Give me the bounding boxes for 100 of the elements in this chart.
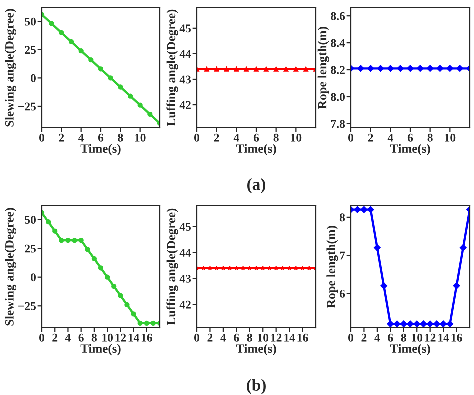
x-tick-label: 6 [254, 134, 260, 142]
point [387, 320, 394, 328]
point [98, 266, 104, 271]
y-axis-title: Luffing angle(Degree) [166, 208, 178, 326]
x-tick-label: 6 [234, 334, 240, 342]
x-tick-label: 4 [374, 334, 380, 342]
x-tick-label: 10 [445, 134, 456, 142]
y-tick-label: 25 [25, 244, 36, 253]
point [360, 206, 368, 214]
x-tick-label: 12 [116, 334, 126, 342]
x-tick-label: 8 [92, 334, 98, 342]
y-tick-label: 45 [180, 24, 192, 33]
point [380, 282, 388, 290]
x-tick-label: 2 [214, 134, 220, 142]
point [144, 320, 150, 326]
x-axis-title: Time(s) [390, 144, 430, 156]
point [85, 247, 90, 252]
point [138, 320, 143, 326]
x-tick-label: 6 [98, 134, 104, 142]
y-tick-label: 0 [30, 74, 36, 82]
point [400, 320, 408, 328]
point [78, 48, 84, 54]
point [138, 102, 143, 108]
x-tick-label: 12 [271, 334, 282, 342]
y-axis-title: Slewing angle(Degree) [5, 9, 17, 127]
x-tick-label: 14 [438, 334, 450, 342]
point [433, 320, 440, 328]
x-tick-label: 0 [40, 334, 44, 342]
x-tick-label: 0 [348, 134, 354, 142]
y-tick-label: −25 [18, 302, 36, 310]
x-tick-label: 8 [118, 134, 124, 142]
x-tick-label: 0 [194, 334, 200, 342]
x-tick-label: 0 [348, 334, 354, 342]
y-axis-title: Luffing angle(Degree) [166, 10, 178, 127]
x-tick-label: 4 [234, 134, 240, 142]
x-tick-label: 2 [208, 334, 213, 342]
x-tick-label: 6 [408, 134, 414, 142]
point [52, 228, 58, 234]
point [98, 66, 104, 72]
y-tick-label: 50 [25, 216, 36, 224]
y-tick-label: 8.0 [331, 93, 345, 102]
point [367, 206, 374, 214]
point [46, 220, 52, 225]
x-axis-title: Time(s) [80, 144, 121, 156]
x-axis-title: Time(s) [80, 344, 121, 356]
x-tick-label: 8 [428, 134, 433, 142]
point [59, 30, 64, 36]
point [68, 39, 74, 45]
y-tick-label: 42 [180, 101, 191, 110]
point [118, 84, 124, 90]
x-tick-label: 0 [40, 134, 44, 142]
x-tick-label: 2 [52, 334, 58, 342]
point [440, 320, 448, 328]
point [131, 312, 136, 317]
point [453, 282, 460, 290]
x-tick-label: 4 [78, 134, 84, 142]
point [420, 320, 428, 328]
point [150, 320, 156, 326]
y-tick-label: 8.6 [331, 12, 346, 20]
x-tick-label: 8 [274, 134, 279, 142]
y-tick-label: 43 [180, 274, 192, 283]
x-axis-title: Time(s) [236, 344, 276, 356]
x-tick-label: 12 [425, 334, 436, 342]
point [374, 244, 381, 252]
x-tick-label: 14 [128, 334, 140, 342]
x-tick-label: 14 [284, 334, 296, 342]
y-tick-label: 0 [30, 274, 36, 282]
y-tick-label: 25 [25, 46, 36, 54]
point [118, 293, 124, 298]
point [78, 238, 84, 244]
y-tick-label: 6 [340, 290, 346, 298]
x-tick-label: 6 [78, 334, 84, 342]
y-tick-label: −25 [18, 102, 36, 111]
point [112, 284, 117, 290]
x-axis-title: Time(s) [236, 144, 276, 156]
y-tick-label: 50 [25, 18, 36, 26]
point [128, 94, 134, 99]
x-tick-label: 2 [362, 334, 367, 342]
x-tick-label: 4 [220, 334, 226, 342]
y-tick-label: 44 [180, 50, 192, 58]
x-tick-label: 10 [102, 334, 114, 342]
y-tick-label: 7.8 [331, 120, 346, 128]
x-tick-label: 16 [452, 334, 462, 342]
x-tick-label: 16 [298, 334, 308, 342]
y-tick-label: 8 [340, 214, 346, 222]
x-axis-title: Time(s) [390, 344, 430, 356]
point [92, 256, 98, 262]
point [460, 244, 467, 252]
x-tick-label: 10 [412, 334, 423, 342]
x-tick-label: 16 [142, 334, 152, 342]
y-tick-label: 42 [180, 300, 191, 309]
x-tick-label: 2 [368, 134, 374, 142]
point [354, 206, 362, 214]
y-tick-label: 44 [180, 249, 192, 257]
point [124, 302, 130, 308]
y-tick-label: 43 [180, 76, 192, 84]
point [66, 238, 71, 244]
point [108, 76, 114, 81]
point [59, 238, 64, 244]
point [148, 112, 153, 117]
